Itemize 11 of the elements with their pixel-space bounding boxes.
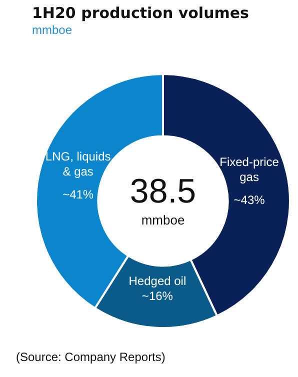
data-label: ~43% [234,193,266,208]
slice-label: Hedged oil [128,274,186,288]
data-label: ~41% [62,188,94,202]
data-label: ~16% [142,289,174,304]
slice-label: LNG, liquids & gas [45,150,111,179]
slice-label: Fixed-price gas [220,155,280,184]
text: (Source: Company Reports) [16,350,166,364]
chart-title: 1H20 production volumes [32,4,249,22]
text: mmboe [141,212,185,228]
chart-subtitle: mmboe [32,23,72,37]
text: 38.5 [130,172,196,210]
